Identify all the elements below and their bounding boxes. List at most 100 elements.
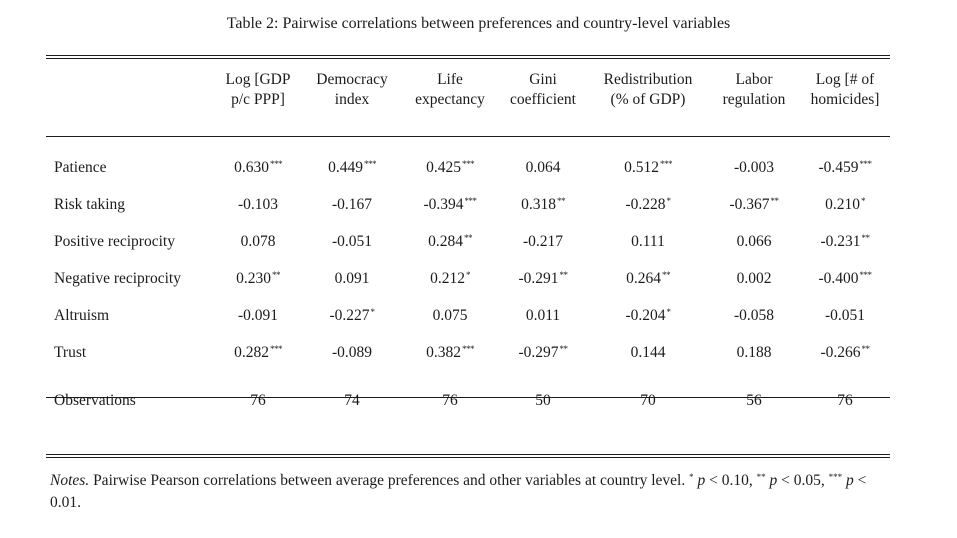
correlation-cell: -0.217: [498, 223, 588, 260]
significance-stars: ***: [461, 343, 475, 354]
col-header: Gini coefficient: [510, 71, 576, 108]
correlation-value: 0.512: [624, 158, 659, 176]
correlation-cell: -0.204*: [588, 297, 708, 334]
correlation-value: -0.091: [237, 306, 279, 324]
col-header: Democracy index: [316, 71, 388, 108]
col-header: Redistribution (% of GDP): [603, 71, 693, 108]
bottom-rule-second: [46, 457, 890, 458]
correlation-cell: 0.512***: [588, 149, 708, 186]
correlation-cell: -0.227*: [302, 297, 402, 334]
row-label: Positive reciprocity: [54, 232, 175, 250]
correlation-cell: -0.089: [302, 334, 402, 371]
significance-stars: ***: [269, 343, 283, 354]
table-row: Risk taking -0.103 -0.167 -0.394*** 0.318** -…: [46, 186, 890, 223]
significance-stars: **: [861, 343, 871, 354]
col-header: Log [# of homicides]: [810, 71, 880, 108]
col-header: Life expectancy: [415, 71, 485, 108]
observations-label: Observations: [54, 392, 136, 409]
correlation-cell: 0.382***: [402, 334, 498, 371]
correlation-value: -0.058: [733, 306, 775, 324]
correlation-cell: 0.066: [708, 223, 800, 260]
significance-stars: **: [559, 269, 569, 280]
correlation-value: 0.318: [521, 195, 556, 213]
significance-stars: **: [559, 343, 569, 354]
correlation-cell: 0.212*: [402, 260, 498, 297]
top-rule: [46, 55, 890, 56]
correlation-value: -0.367: [729, 195, 770, 213]
correlation-cell: 0.318**: [498, 186, 588, 223]
correlation-value: 0.382: [426, 343, 461, 361]
correlation-value: 0.011: [525, 306, 561, 324]
table-row: Patience 0.630*** 0.449*** 0.425*** 0.064 0.5…: [46, 149, 890, 186]
correlation-value: 0.188: [736, 343, 772, 361]
correlation-value: -0.051: [824, 306, 866, 324]
correlation-value: 0.078: [240, 232, 276, 250]
correlation-value: -0.297: [518, 343, 559, 361]
observations-cell: 50: [535, 392, 551, 409]
correlation-value: -0.003: [733, 158, 775, 176]
significance-stars: **: [271, 269, 281, 280]
significance-stars: *: [666, 195, 672, 206]
correlation-cell: 0.449***: [302, 149, 402, 186]
correlation-cell: -0.003: [708, 149, 800, 186]
correlation-value: 0.212: [430, 269, 465, 287]
observations-cell: 76: [837, 392, 853, 409]
correlation-cell: 0.091: [302, 260, 402, 297]
significance-stars: ***: [859, 269, 873, 280]
significance-stars: *: [370, 306, 376, 317]
correlation-cell: 0.075: [402, 297, 498, 334]
col-header: Log [GDP p/c PPP]: [225, 71, 291, 108]
significance-stars: **: [770, 195, 780, 206]
correlation-cell: -0.051: [800, 297, 890, 334]
significance-stars: ***: [859, 158, 873, 169]
correlation-value: -0.167: [331, 195, 373, 213]
header-rule: [46, 136, 890, 137]
observations-cell: 70: [640, 392, 656, 409]
correlation-value: -0.231: [820, 232, 861, 250]
correlation-cell: 0.078: [214, 223, 302, 260]
correlation-value: -0.051: [331, 232, 373, 250]
table-notes: Notes. Pairwise Pearson correlations bet…: [50, 472, 867, 511]
correlation-cell: 0.064: [498, 149, 588, 186]
top-rule-second: [46, 58, 890, 59]
correlation-value: -0.204: [625, 306, 666, 324]
correlation-cell: -0.051: [302, 223, 402, 260]
significance-stars: *: [860, 195, 866, 206]
significance-stars: **: [463, 232, 473, 243]
correlation-cell: 0.002: [708, 260, 800, 297]
correlation-cell: 0.630***: [214, 149, 302, 186]
correlation-cell: -0.367**: [708, 186, 800, 223]
correlation-cell: -0.058: [708, 297, 800, 334]
row-label: Risk taking: [54, 195, 126, 213]
correlation-cell: 0.111: [588, 223, 708, 260]
correlation-cell: 0.282***: [214, 334, 302, 371]
table-row: Negative reciprocity 0.230** 0.091 0.212* -0…: [46, 260, 890, 297]
bottom-rule: [46, 454, 890, 455]
correlation-value: 0.282: [234, 343, 269, 361]
correlation-cell: 0.210*: [800, 186, 890, 223]
table-caption: Table 2: Pairwise correlations between p…: [226, 15, 731, 32]
correlation-cell: -0.103: [214, 186, 302, 223]
correlation-cell: 0.230**: [214, 260, 302, 297]
correlation-value: -0.227: [329, 306, 370, 324]
table-row: Altruism -0.091 -0.227* 0.075 0.011 -0.204* -0…: [46, 297, 890, 334]
correlation-cell: -0.400***: [800, 260, 890, 297]
significance-stars: **: [661, 269, 671, 280]
significance-stars: ***: [363, 158, 377, 169]
observations-rule: [46, 397, 890, 398]
correlation-value: 0.210: [825, 195, 860, 213]
correlation-table: Log [GDP p/c PPP] Democracy index Life expe…: [46, 70, 890, 417]
significance-stars: ***: [461, 158, 475, 169]
correlation-value: 0.284: [428, 232, 463, 250]
header-row: Log [GDP p/c PPP] Democracy index Life expe…: [46, 70, 890, 114]
correlation-cell: -0.394***: [402, 186, 498, 223]
correlation-value: 0.002: [736, 269, 772, 287]
significance-stars: ***: [269, 158, 283, 169]
row-label: Altruism: [54, 306, 110, 324]
correlation-value: -0.217: [522, 232, 564, 250]
correlation-cell: -0.297**: [498, 334, 588, 371]
observations-cell: 76: [442, 392, 458, 409]
row-label: Patience: [54, 158, 107, 176]
significance-stars: *: [666, 306, 672, 317]
table-row: Positive reciprocity 0.078 -0.051 0.284** -0…: [46, 223, 890, 260]
